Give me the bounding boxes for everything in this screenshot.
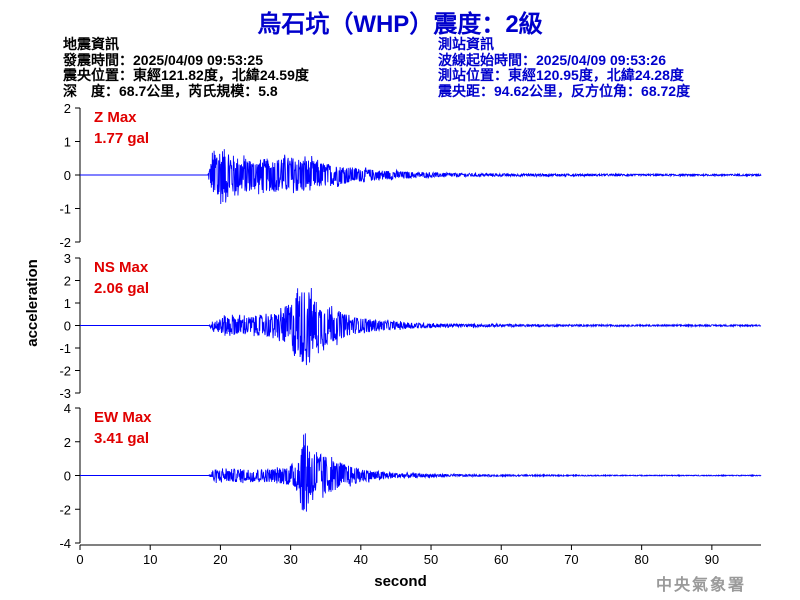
y-tick-label: 0 [64, 469, 71, 484]
max-label-value: 1.77 gal [94, 130, 149, 147]
y-tick-label: -2 [59, 502, 71, 517]
y-tick-label: 2 [64, 274, 71, 289]
y-tick-label: -1 [59, 341, 71, 356]
x-tick-label: 40 [354, 552, 368, 567]
x-axis-label: second [374, 573, 427, 590]
station-location: 測站位置：東經120.95度，北緯24.28度 [438, 67, 684, 83]
station-info-block: 測站資訊 波線起始時間：2025/04/09 09:53:26 測站位置：東經1… [438, 36, 691, 99]
max-label-title: Z Max [94, 109, 137, 126]
y-tick-label: 2 [64, 101, 71, 116]
earthquake-info-heading: 地震資訊 [63, 36, 119, 52]
x-tick-label: 20 [213, 552, 227, 567]
x-tick-label: 70 [564, 552, 578, 567]
epicenter-location: 震央位置：東經121.82度，北緯24.59度 [63, 67, 309, 83]
chart-title: 烏石坑（WHP）震度：2級 [257, 11, 543, 38]
y-tick-label: 3 [64, 251, 71, 266]
earthquake-info-block: 地震資訊 發震時間：2025/04/09 09:53:25 震央位置：東經121… [63, 36, 309, 99]
y-tick-label: 2 [64, 435, 71, 450]
x-tick-label: 0 [76, 552, 83, 567]
y-tick-label: 1 [64, 296, 71, 311]
x-tick-label: 10 [143, 552, 157, 567]
distance-azimuth: 震央距：94.62公里，反方位角：68.72度 [438, 82, 691, 99]
origin-time: 發震時間：2025/04/09 09:53:25 [63, 51, 263, 68]
max-label-title: NS Max [94, 259, 149, 276]
x-tick-label: 30 [283, 552, 297, 567]
y-tick-label: -3 [59, 386, 71, 401]
x-tick-label: 80 [634, 552, 648, 567]
y-tick-label: 4 [64, 401, 71, 416]
waveform-trace-ns [80, 287, 762, 366]
y-tick-label: 0 [64, 319, 71, 334]
depth-magnitude: 深 度：68.7公里，芮氏規模：5.8 [63, 82, 278, 99]
y-axis-label: acceleration [24, 259, 41, 347]
waveform-trace-ew [80, 433, 762, 512]
agency-watermark: 中央氣象署 [656, 575, 747, 594]
y-tick-label: -2 [59, 364, 71, 379]
x-tick-label: 50 [424, 552, 438, 567]
y-tick-label: 0 [64, 168, 71, 183]
max-label-title: EW Max [94, 409, 152, 426]
wave-start-time: 波線起始時間：2025/04/09 09:53:26 [438, 51, 666, 68]
x-tick-label: 60 [494, 552, 508, 567]
x-tick-label: 90 [705, 552, 719, 567]
y-tick-label: -2 [59, 235, 71, 250]
max-label-value: 2.06 gal [94, 280, 149, 297]
y-tick-label: -1 [59, 202, 71, 217]
y-tick-label: -4 [59, 536, 71, 551]
y-tick-label: 1 [64, 135, 71, 150]
station-info-heading: 測站資訊 [438, 36, 494, 52]
max-label-value: 3.41 gal [94, 430, 149, 447]
waveform-trace-z [80, 149, 762, 205]
